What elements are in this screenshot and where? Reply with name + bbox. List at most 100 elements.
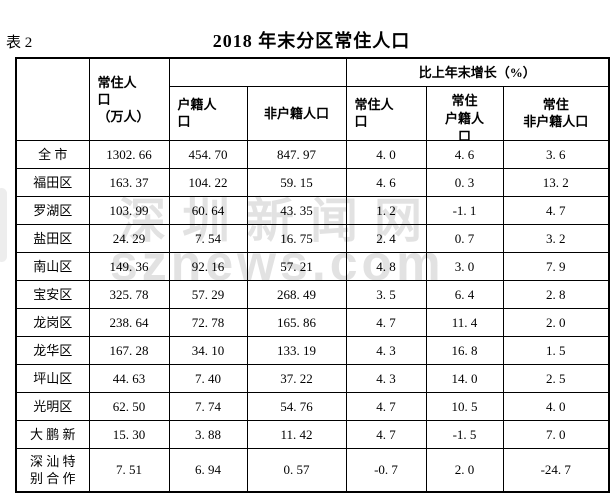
table-row: 南山区 149. 36 92. 16 57. 21 4. 8 3. 0 7. 9	[15, 251, 610, 281]
value-cell: 268. 49	[246, 279, 347, 309]
value-cell: 10. 5	[425, 391, 504, 421]
header-non-registered-population: 非户籍人口	[246, 85, 347, 141]
value-cell: -1. 5	[425, 419, 504, 449]
value-cell: 57. 21	[246, 251, 347, 281]
table-row: 深 汕 特 别 合 作 7. 51 6. 94 0. 57 -0. 7 2. 0…	[15, 447, 610, 493]
value-cell: 4. 6	[425, 139, 504, 169]
value-cell: 7. 54	[168, 223, 248, 253]
header-growth-resident: 常住人 口	[345, 85, 427, 141]
header-growth-registered: 常住 户籍人 口	[425, 85, 504, 141]
value-cell: -0. 7	[345, 447, 427, 493]
value-cell: 104. 22	[168, 167, 248, 197]
district-cell: 龙岗区	[15, 307, 90, 337]
table-row: 坪山区 44. 63 7. 40 37. 22 4. 3 14. 0 2. 5	[15, 363, 610, 393]
population-table: 常住人 口 （万人） 比上年末增长（%） 户籍人 口 非户籍人口 常住人 口 常…	[15, 57, 611, 493]
value-cell: 4. 0	[502, 391, 610, 421]
value-cell: 43. 35	[246, 195, 347, 225]
value-cell: 133. 19	[246, 335, 347, 365]
table-label: 表 2	[6, 35, 33, 51]
value-cell: 325. 78	[88, 279, 170, 309]
value-cell: 103. 99	[88, 195, 170, 225]
value-cell: 1. 2	[345, 195, 427, 225]
district-cell: 福田区	[15, 167, 90, 197]
value-cell: 11. 42	[246, 419, 347, 449]
header-row-2: 户籍人 口 非户籍人口 常住人 口 常住 户籍人 口 常住 非户籍人口	[16, 85, 610, 141]
value-cell: 4. 7	[345, 391, 427, 421]
table-row: 罗湖区 103. 99 60. 64 43. 35 1. 2 -1. 1 4. …	[15, 195, 610, 225]
district-cell: 罗湖区	[15, 195, 90, 225]
district-cell: 龙华区	[15, 335, 90, 365]
value-cell: 7. 9	[502, 251, 610, 281]
value-cell: 7. 74	[168, 391, 248, 421]
value-cell: 2. 8	[502, 279, 610, 309]
value-cell: 62. 50	[88, 391, 170, 421]
district-cell: 南山区	[15, 251, 90, 281]
value-cell: 2. 5	[502, 363, 610, 393]
value-cell: 4. 0	[345, 139, 427, 169]
value-cell: 149. 36	[88, 251, 170, 281]
district-cell: 大 鹏 新	[15, 419, 90, 449]
district-cell: 深 汕 特 别 合 作	[15, 447, 90, 493]
district-cell: 全 市	[15, 139, 90, 169]
value-cell: 24. 29	[88, 223, 170, 253]
value-cell: 92. 16	[168, 251, 248, 281]
value-cell: 54. 76	[246, 391, 347, 421]
header-row-1: 常住人 口 （万人） 比上年末增长（%）	[15, 57, 610, 141]
value-cell: 7. 40	[168, 363, 248, 393]
value-cell: 72. 78	[168, 307, 248, 337]
value-cell: 15. 30	[88, 419, 170, 449]
table-row: 全 市 1302. 66 454. 70 847. 97 4. 0 4. 6 3…	[15, 139, 610, 169]
table-row: 龙岗区 238. 64 72. 78 165. 86 4. 7 11. 4 2.…	[15, 307, 610, 337]
value-cell: 4. 3	[345, 335, 427, 365]
page-title: 2018 年末分区常住人口	[212, 31, 411, 51]
value-cell: 165. 86	[246, 307, 347, 337]
value-cell: 0. 57	[246, 447, 347, 493]
value-cell: -24. 7	[502, 447, 610, 493]
value-cell: 1302. 66	[88, 139, 170, 169]
value-cell: 14. 0	[425, 363, 504, 393]
value-cell: 2. 0	[425, 447, 504, 493]
value-cell: 6. 4	[425, 279, 504, 309]
value-cell: -1. 1	[425, 195, 504, 225]
table-row: 大 鹏 新 15. 30 3. 88 11. 42 4. 7 -1. 5 7. …	[15, 419, 610, 449]
value-cell: 1. 5	[502, 335, 610, 365]
district-cell: 宝安区	[15, 279, 90, 309]
value-cell: 7. 0	[502, 419, 610, 449]
value-cell: 3. 6	[502, 139, 610, 169]
value-cell: 13. 2	[502, 167, 610, 197]
table-row: 福田区 163. 37 104. 22 59. 15 4. 6 0. 3 13.…	[15, 167, 610, 197]
value-cell: 3. 2	[502, 223, 610, 253]
value-cell: 4. 3	[345, 363, 427, 393]
value-cell: 0. 3	[425, 167, 504, 197]
value-cell: 59. 15	[246, 167, 347, 197]
header-growth-group: 比上年末增长（%）	[345, 57, 610, 87]
value-cell: 167. 28	[88, 335, 170, 365]
value-cell: 7. 51	[88, 447, 170, 493]
value-cell: 44. 63	[88, 363, 170, 393]
value-cell: 57. 29	[168, 279, 248, 309]
district-cell: 坪山区	[15, 363, 90, 393]
value-cell: 60. 64	[168, 195, 248, 225]
table-row: 光明区 62. 50 7. 74 54. 76 4. 7 10. 5 4. 0	[15, 391, 610, 421]
header-growth-registered-text: 常住 户籍人 口	[444, 92, 484, 140]
value-cell: 3. 0	[425, 251, 504, 281]
district-cell: 盐田区	[15, 223, 90, 253]
value-cell: 2. 4	[345, 223, 427, 253]
value-cell: 37. 22	[246, 363, 347, 393]
value-cell: 2. 0	[502, 307, 610, 337]
value-cell: 163. 37	[88, 167, 170, 197]
header-district-blank	[15, 57, 90, 141]
value-cell: 34. 10	[168, 335, 248, 365]
value-cell: 6. 94	[168, 447, 248, 493]
value-cell: 4. 6	[345, 167, 427, 197]
header-resident-population: 常住人 口 （万人）	[88, 57, 170, 141]
value-cell: 847. 97	[246, 139, 347, 169]
value-cell: 11. 4	[425, 307, 504, 337]
value-cell: 454. 70	[168, 139, 248, 169]
value-cell: 238. 64	[88, 307, 170, 337]
value-cell: 4. 7	[502, 195, 610, 225]
district-cell: 光明区	[15, 391, 90, 421]
value-cell: 4. 7	[345, 307, 427, 337]
header-registered-population: 户籍人 口	[168, 85, 248, 141]
